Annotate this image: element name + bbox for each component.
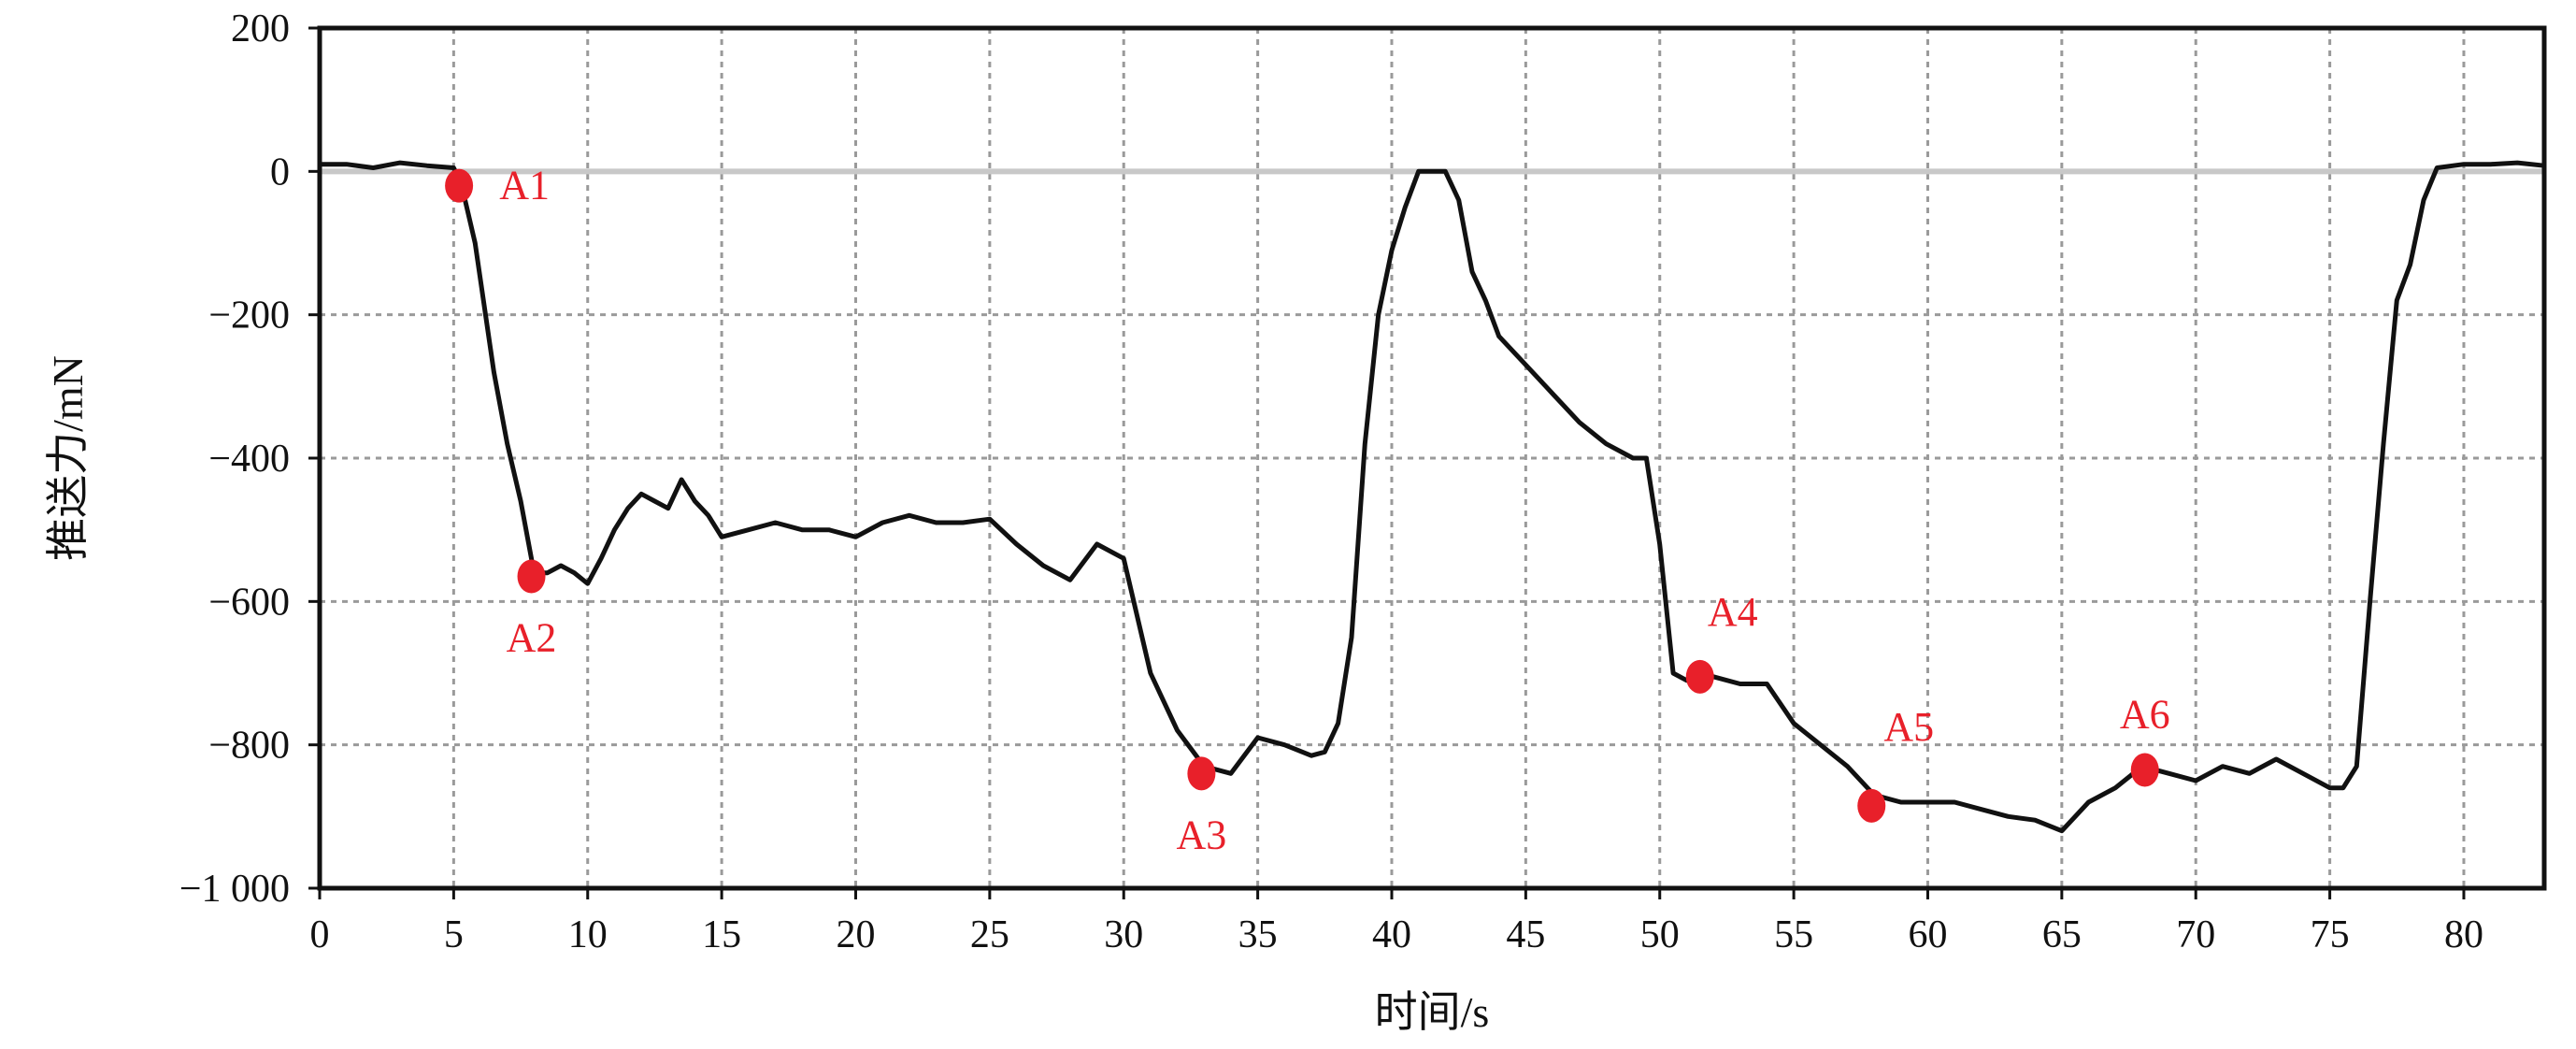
x-tick-label: 25 (970, 913, 1009, 956)
x-tick-label: 50 (1640, 913, 1680, 956)
y-tick-label: −400 (208, 438, 290, 481)
x-tick-label: 70 (2176, 913, 2215, 956)
x-axis-title: 时间/s (1375, 988, 1490, 1036)
data-point-a4 (1685, 659, 1714, 694)
x-tick-label: 60 (1908, 913, 1947, 956)
point-label-a6: A6 (2120, 692, 2170, 738)
points-layer: A1 A2 A3 A4 A5 A6 (445, 163, 2170, 857)
x-tick-label: 20 (836, 913, 875, 956)
point-label-a3: A3 (1177, 812, 1227, 857)
x-tick-label: 80 (2444, 913, 2483, 956)
series-line (320, 160, 2545, 834)
x-tick-label: 65 (2042, 913, 2082, 956)
data-point-a3 (1187, 756, 1216, 791)
point-label-a5: A5 (1883, 704, 1934, 750)
y-tick-label: 0 (270, 151, 290, 194)
point-label-a1: A1 (499, 163, 550, 208)
x-tick-label: 10 (568, 913, 608, 956)
grid-layer (320, 28, 2544, 888)
x-tick-label: 5 (444, 913, 464, 956)
data-point-a6 (2130, 753, 2159, 787)
y-tick-label: 200 (231, 7, 290, 50)
x-tick-label: 40 (1372, 913, 1411, 956)
x-tick-label: 30 (1104, 913, 1143, 956)
data-point-a1 (445, 168, 474, 203)
y-tick-label: −600 (208, 581, 290, 624)
point-label-a4: A4 (1708, 589, 1758, 635)
x-tick-label: 0 (310, 913, 330, 956)
point-label-a2: A2 (507, 615, 557, 661)
x-tick-label: 35 (1238, 913, 1278, 956)
y-tick-label: −200 (208, 295, 290, 338)
y-axis-title: 推送力/mN (44, 355, 92, 561)
y-tick-label: −800 (208, 725, 290, 768)
data-point-a2 (517, 559, 546, 594)
y-tick-label: −1 000 (179, 868, 290, 911)
x-ticks: 0 5 10 15 20 25 30 35 40 45 50 55 60 65 70 75 80 (310, 888, 2483, 956)
x-tick-label: 75 (2311, 913, 2350, 956)
x-tick-label: 15 (702, 913, 741, 956)
y-ticks: 200 0 −200 −400 −600 −800 −1 000 (179, 7, 320, 911)
x-tick-label: 45 (1506, 913, 1545, 956)
x-tick-label: 55 (1774, 913, 1813, 956)
data-point-a5 (1857, 788, 1886, 823)
